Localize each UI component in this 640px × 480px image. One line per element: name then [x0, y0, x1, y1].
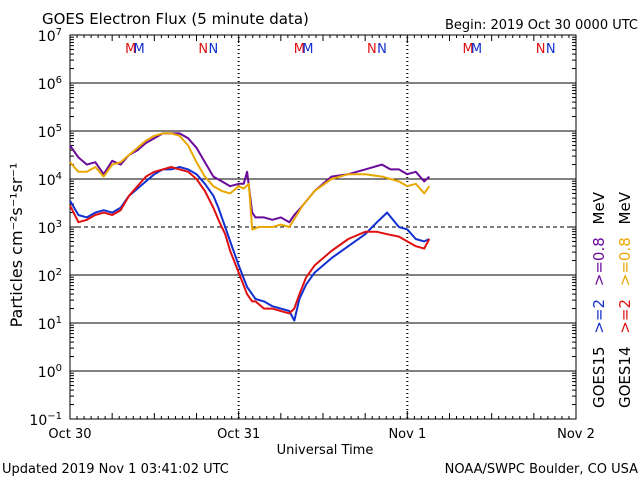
marker-n: N: [198, 42, 208, 57]
marker-n: N: [208, 42, 218, 57]
series-line-goes14_08: [69, 132, 431, 231]
marker-n: N: [367, 42, 377, 57]
legend-goes14: GOES14 >=2 >=0.8 MeV: [616, 191, 634, 408]
marker-m: M: [471, 42, 482, 57]
updated-timestamp: Updated 2019 Nov 1 03:41:02 UTC: [2, 462, 229, 477]
y-tick-label: 101: [38, 315, 62, 333]
legend-goes14-mev: MeV: [616, 191, 634, 224]
marker-m: M: [462, 42, 473, 57]
marker-m: M: [125, 42, 136, 57]
x-tick-label: Nov 2: [557, 427, 595, 442]
marker-n: N: [377, 42, 387, 57]
y-tick-label: 104: [38, 171, 62, 189]
legend-goes14-label: GOES14: [616, 346, 634, 408]
marker-m: M: [134, 42, 145, 57]
legend-goes14-ge08: >=0.8: [616, 237, 634, 286]
y-tick-label: 106: [38, 75, 62, 93]
marker-n: N: [546, 42, 556, 57]
credit-text: NOAA/SWPC Boulder, CO USA: [445, 462, 638, 477]
legend-goes15: GOES15 >=2 >=0.8 MeV: [590, 191, 608, 408]
y-tick-label: 10−1: [29, 411, 62, 429]
y-tick-label: 107: [38, 27, 62, 45]
y-tick-label: 105: [38, 123, 62, 141]
legend: GOES15 >=2 >=0.8 MeV GOES14 >=2 >=0.8 Me…: [590, 191, 634, 408]
series-line-goes14_2: [69, 166, 431, 315]
marker-n: N: [536, 42, 546, 57]
legend-goes15-ge2: >=2: [590, 299, 608, 334]
legend-goes15-mev: MeV: [590, 191, 608, 224]
y-tick-label: 100: [38, 363, 62, 381]
y-axis-label: Particles cm⁻²s⁻¹sr⁻¹: [7, 163, 26, 328]
series-line-goes15_08: [69, 132, 430, 224]
y-tick-label: 103: [38, 219, 62, 237]
legend-goes15-ge08: >=0.8: [590, 237, 608, 286]
begin-date: Begin: 2019 Oct 30 0000 UTC: [445, 18, 638, 33]
legend-goes14-ge2: >=2: [616, 299, 634, 334]
x-tick-label: Oct 30: [48, 427, 91, 442]
x-tick-label: Oct 31: [217, 427, 260, 442]
marker-m: M: [294, 42, 305, 57]
chart-title: GOES Electron Flux (5 minute data): [42, 10, 309, 28]
x-tick-label: Nov 1: [388, 427, 426, 442]
marker-m: M: [302, 42, 313, 57]
x-axis-label: Universal Time: [277, 443, 374, 458]
legend-goes15-label: GOES15: [590, 346, 608, 408]
y-tick-label: 102: [38, 267, 62, 285]
